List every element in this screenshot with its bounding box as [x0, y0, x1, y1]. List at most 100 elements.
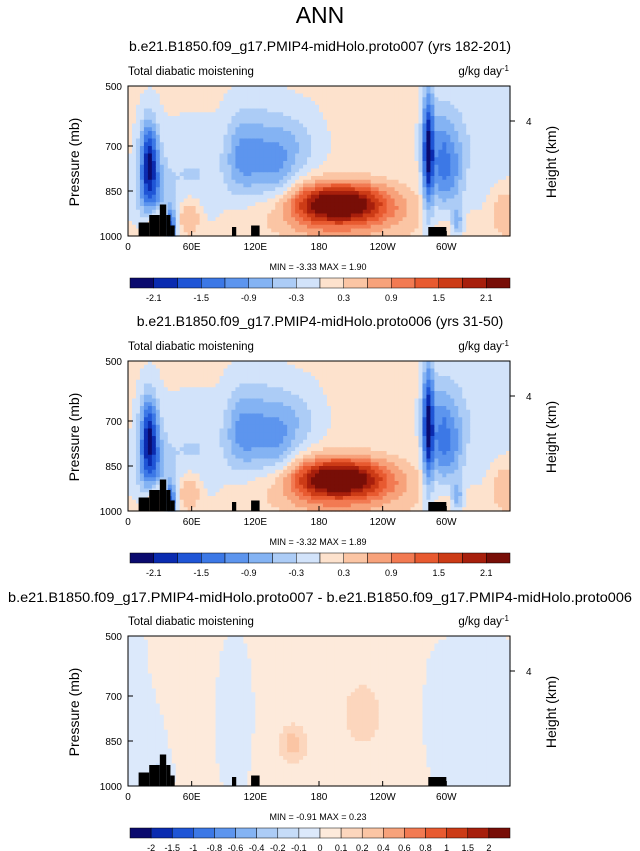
colorbar-label: -0.2 — [270, 843, 286, 851]
panel-left-label: Total diabatic moistening — [128, 341, 254, 353]
heatmap-field — [128, 86, 511, 237]
x-tick-label: 60E — [183, 242, 201, 253]
panel-title: b.e21.B1850.f09_g17.PMIP4-midHolo.proto0… — [137, 313, 504, 329]
colorbar-swatch — [340, 827, 363, 839]
colorbar-label: 1.5 — [462, 843, 475, 851]
y-tick-label: 1000 — [100, 232, 123, 243]
terrain-block — [138, 222, 150, 236]
colorbar-swatch — [129, 827, 152, 839]
colorbar-swatch — [488, 827, 511, 839]
colorbar-label: 1.5 — [432, 293, 445, 303]
x-tick-label: 180 — [311, 792, 328, 803]
terrain-block — [159, 204, 167, 236]
y-right-tick-label: 4 — [526, 667, 532, 678]
heatmap-field — [128, 636, 511, 787]
colorbar-swatch — [256, 827, 279, 839]
colorbar-label: 0.3 — [337, 293, 350, 303]
y-tick-label: 850 — [105, 187, 122, 198]
x-tick-label: 60E — [183, 792, 201, 803]
y-tick-label: 500 — [105, 632, 122, 643]
y-axis-right-title: Height (km) — [543, 401, 559, 473]
y-tick-label: 500 — [105, 82, 122, 93]
colorbar-label: -0.9 — [241, 568, 257, 578]
panel-title: b.e21.B1850.f09_g17.PMIP4-midHolo.proto0… — [8, 589, 632, 605]
y-right-tick-label: 4 — [526, 117, 532, 128]
colorbar-swatch — [361, 827, 384, 839]
terrain-block — [138, 772, 150, 786]
colorbar-swatch — [296, 552, 321, 564]
colorbar-swatch — [171, 827, 194, 839]
y-right-tick-label: 4 — [526, 392, 532, 403]
x-tick-label: 120E — [244, 792, 268, 803]
colorbar-swatch — [129, 552, 154, 564]
colorbar-swatch — [367, 552, 392, 564]
x-tick-label: 120W — [370, 792, 397, 803]
panel-2: b.e21.B1850.f09_g17.PMIP4-midHolo.proto0… — [66, 313, 559, 578]
x-tick-label: 180 — [311, 517, 328, 528]
stats-label: MIN = -0.91 MAX = 0.23 — [269, 812, 366, 822]
colorbar-swatch — [425, 827, 447, 839]
colorbar-label: -0.9 — [241, 293, 257, 303]
stats-label: MIN = -3.33 MAX = 1.90 — [269, 262, 366, 272]
colorbar-swatch — [201, 277, 226, 289]
terrain-block — [170, 225, 175, 236]
x-tick-label: 60W — [436, 242, 457, 253]
colorbar-label: -0.1 — [291, 843, 307, 851]
colorbar-label: -1.5 — [164, 843, 180, 851]
y-tick-label: 500 — [105, 357, 122, 368]
y-axis-right-title: Height (km) — [543, 126, 559, 198]
y-tick-label: 850 — [105, 462, 122, 473]
colorbar-label: 0.8 — [419, 843, 432, 851]
colorbar-label: -1.5 — [193, 293, 209, 303]
terrain-block — [166, 215, 171, 236]
y-tick-label: 850 — [105, 737, 122, 748]
colorbar-swatch — [296, 277, 321, 289]
terrain-block — [251, 775, 260, 786]
x-tick-label: 0 — [125, 242, 131, 253]
colorbar-swatch — [486, 552, 511, 564]
colorbar-swatch — [462, 277, 487, 289]
colorbar-swatch — [391, 277, 416, 289]
colorbar-label: 1 — [444, 843, 449, 851]
colorbar-swatch — [343, 552, 368, 564]
terrain-block — [251, 500, 260, 511]
y-axis-title: Pressure (mb) — [66, 668, 82, 757]
panel-units: g/kg day-1 — [458, 64, 509, 78]
colorbar-label: 2 — [486, 843, 491, 851]
colorbar-swatch — [404, 827, 426, 839]
colorbar-label: -0.3 — [288, 293, 304, 303]
colorbar-swatch — [367, 277, 392, 289]
y-axis-title: Pressure (mb) — [66, 118, 82, 207]
panel-left-label: Total diabatic moistening — [128, 66, 254, 78]
colorbar-label: -0.8 — [207, 843, 223, 851]
x-tick-label: 60W — [436, 792, 457, 803]
x-tick-label: 120E — [244, 242, 268, 253]
colorbar-swatch — [153, 552, 178, 564]
colorbar-swatch — [414, 277, 439, 289]
y-tick-label: 700 — [105, 692, 122, 703]
terrain-block — [170, 775, 175, 786]
y-tick-label: 1000 — [100, 507, 123, 518]
colorbar-label: -1.5 — [193, 568, 209, 578]
panel-1: b.e21.B1850.f09_g17.PMIP4-midHolo.proto0… — [66, 38, 559, 303]
x-tick-label: 0 — [125, 792, 131, 803]
y-tick-label: 700 — [105, 142, 122, 153]
terrain-block — [138, 497, 150, 511]
colorbar-swatch — [343, 277, 368, 289]
colorbar-label: -2.1 — [146, 568, 162, 578]
colorbar-swatch — [248, 277, 273, 289]
main-title: ANN — [296, 2, 345, 28]
colorbar-swatch — [277, 827, 300, 839]
panel-left-label: Total diabatic moistening — [128, 616, 254, 628]
colorbar-label: 0.3 — [337, 568, 350, 578]
x-tick-label: 60W — [436, 517, 457, 528]
colorbar-swatch — [272, 552, 297, 564]
terrain-block — [170, 500, 175, 511]
x-tick-label: 0 — [125, 517, 131, 528]
terrain-block — [231, 502, 237, 511]
colorbar-swatch — [467, 827, 490, 839]
colorbar-label: 0.9 — [385, 568, 398, 578]
colorbar-swatch — [486, 277, 511, 289]
colorbar-swatch — [446, 827, 469, 839]
